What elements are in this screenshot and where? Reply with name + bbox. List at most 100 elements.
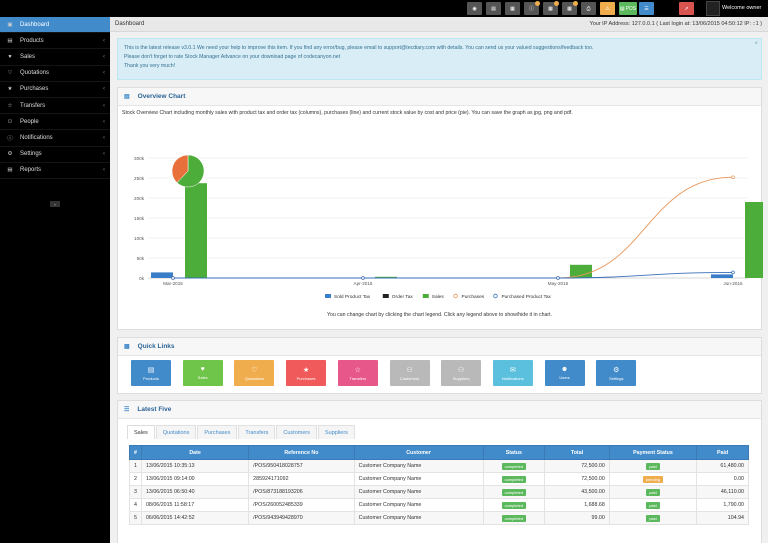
topbar-calendar-button[interactable]: ▦ [543, 1, 559, 15]
quick-link-purchases[interactable]: ★ Purchases [286, 360, 327, 386]
sidebar-item-purchases[interactable]: ★ Purchases ‹ [0, 82, 110, 98]
quick-link-suppliers[interactable]: ⚇ Suppliers [441, 360, 482, 386]
sidebar-item-settings[interactable]: ⚙ Settings ‹ [0, 147, 110, 163]
topbar-pin-button[interactable]: ➚ [679, 2, 694, 15]
topbar-tag-button[interactable]: ◉ [467, 2, 482, 15]
quick-link-quotations[interactable]: ♡ Quotations [234, 360, 275, 386]
topbar-pos-button[interactable]: ▤ POS [619, 2, 637, 15]
quick-link-transfers[interactable]: ☆ Transfers [337, 360, 378, 386]
topbar-info-button[interactable]: ⓘ [524, 1, 540, 15]
sidebar-item-people[interactable]: ⚇ People ‹ [0, 114, 110, 131]
legend-item-order-tax[interactable]: Order Tax [382, 294, 414, 300]
chevron-left-icon: ‹ [103, 118, 105, 125]
quick-link-customers[interactable]: ⚇ Customers [389, 360, 430, 386]
table-row[interactable]: 5 06/06/2015 14:42:52/POS/943949428970 Cus… [129, 511, 749, 525]
topbar-barcode-button[interactable]: ▤ [486, 2, 501, 15]
comments-icon: ✉ [509, 366, 516, 374]
welcome-text[interactable]: Welcome owner [722, 5, 762, 11]
legend-label: Order Tax [392, 294, 414, 300]
x-tick-label: Apr-2015 [354, 281, 373, 286]
close-icon[interactable]: × [754, 41, 758, 47]
topbar-calculator-button[interactable]: ▦ [505, 2, 520, 15]
payment-status-badge: paid [646, 501, 660, 509]
quick-link-sales[interactable]: ♥ Sales [182, 360, 223, 386]
row-customer: Customer Company Name [353, 485, 484, 499]
row-reference: /POS/950418028757 [248, 459, 355, 473]
bar-sales [570, 264, 592, 278]
quick-link-notifications[interactable]: ✉ Notifications [492, 360, 533, 386]
pie-slice [171, 154, 189, 184]
sidebar-item-sales[interactable]: ♥ Sales ‹ [0, 49, 110, 66]
heart-outline-icon: ♡ [7, 70, 13, 77]
column-header[interactable]: Customer [353, 445, 484, 460]
row-date: 13/06/2015 10:35:13 [140, 459, 250, 473]
line-point [171, 276, 175, 280]
column-header[interactable]: Paid [696, 445, 749, 460]
legend-label: Sold Product Tax [334, 294, 371, 300]
chevron-left-icon: ‹ [103, 37, 105, 44]
quick-link-label: Notifications [501, 375, 524, 381]
column-header[interactable]: Reference No [248, 445, 355, 460]
heart-icon: ♥ [8, 53, 12, 60]
quick-link-label: Transfers [349, 375, 367, 381]
legend-swatch [325, 294, 331, 298]
payment-status-badge: paid [646, 488, 660, 496]
sidebar-item-products[interactable]: ▤ Products ‹ [0, 33, 110, 50]
grid-icon: ▦ [124, 344, 130, 350]
notification-badge-icon [535, 1, 540, 6]
legend-item-purchased-product-tax[interactable]: Purchased Product Tax [493, 293, 552, 300]
table-row[interactable]: 1 13/06/2015 10:35:13/POS/950418028757 Cus… [129, 459, 749, 473]
column-header[interactable]: # [129, 445, 142, 460]
quick-link-users[interactable]: ☻ Users [544, 360, 585, 386]
sidebar-item-reports[interactable]: ▤ Reports ‹ [0, 163, 110, 179]
row-status: completed [482, 485, 546, 499]
sidebar-item-quotations[interactable]: ♡ Quotations ‹ [0, 66, 110, 82]
tab-sales[interactable]: Sales [127, 425, 155, 439]
latest-five-title: Latest Five [137, 406, 172, 413]
legend-label: Purchases [462, 294, 485, 300]
sidebar-item-notifications[interactable]: ⓘ Notifications ‹ [0, 130, 110, 147]
line-point [556, 276, 560, 280]
avatar[interactable] [706, 1, 720, 16]
pie-slice [176, 154, 205, 188]
legend-item-sales[interactable]: Sales [422, 294, 445, 300]
sidebar-item-transfers[interactable]: ☆ Transfers ‹ [0, 98, 110, 115]
table-row[interactable]: 4 08/06/2015 11:58:17/POS/260052485339 Cus… [129, 498, 749, 512]
sidebar-item-dashboard[interactable]: ▣ Dashboard [0, 17, 110, 34]
list-icon: ☰ [124, 407, 130, 413]
row-customer: Customer Company Name [353, 472, 484, 486]
column-header[interactable]: Status [482, 445, 546, 460]
tab-transfers[interactable]: Transfers [238, 425, 276, 439]
star-icon: ★ [7, 86, 13, 93]
info-icon: ⓘ [528, 6, 534, 12]
table-row[interactable]: 3 13/06/2015 06:50:40/POS/873188193206 Cus… [129, 485, 749, 499]
tab-purchases[interactable]: Purchases [197, 425, 238, 439]
quick-link-settings[interactable]: ⚙ Settings [596, 360, 637, 386]
row-total: 99.00 [544, 511, 610, 525]
topbar-alert-button[interactable]: ⚠ [600, 2, 615, 15]
topbar-print-button[interactable]: ⎙ [581, 2, 596, 15]
tab-customers[interactable]: Customers [276, 425, 317, 439]
topbar-calendar-button[interactable]: ▦ [562, 1, 578, 15]
column-header[interactable]: Total [544, 445, 610, 460]
y-tick-label: 100k [134, 236, 145, 241]
ip-info: Your IP Address: 127.0.0.1 ( Last login … [589, 21, 762, 27]
y-tick-label: 300k [134, 156, 145, 161]
quick-link-label: Purchases [296, 375, 316, 381]
tab-suppliers[interactable]: Suppliers [318, 425, 355, 439]
column-header[interactable]: Payment Status [608, 445, 698, 460]
info-alert: × This is the latest release v3.0.1 We n… [117, 38, 762, 80]
topbar-list-button[interactable]: ☰ [639, 2, 654, 15]
x-tick-label: Jun-2015 [723, 281, 743, 286]
bar-sales [745, 202, 763, 278]
tab-quotations[interactable]: Quotations [155, 425, 197, 439]
legend-item-purchases[interactable]: Purchases [453, 293, 485, 300]
quick-link-label: Users [559, 375, 570, 380]
quick-link-products[interactable]: ▤ Products [131, 360, 171, 386]
quick-link-label: Customers [399, 375, 420, 381]
bar-sold-product-tax [711, 274, 733, 278]
table-row[interactable]: 2 13/06/2015 09:14:00 285924171092 Customer… [129, 472, 749, 486]
sidebar-collapse-button[interactable]: « [50, 201, 60, 207]
column-header[interactable]: Date [140, 445, 250, 460]
legend-item-sold-product-tax[interactable]: Sold Product Tax [325, 294, 371, 300]
